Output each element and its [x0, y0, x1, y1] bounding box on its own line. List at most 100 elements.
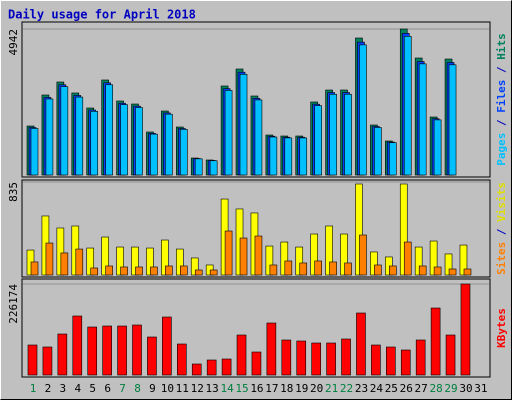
- bar: [433, 119, 442, 176]
- bar: [445, 334, 456, 376]
- legend-separator: /: [495, 222, 508, 242]
- bar: [105, 265, 113, 276]
- bar: [463, 268, 472, 276]
- bar: [150, 266, 158, 276]
- bar: [45, 98, 54, 176]
- x-tick-label: 25: [385, 382, 398, 395]
- bar: [280, 241, 289, 276]
- bar: [254, 99, 263, 176]
- bar: [344, 262, 352, 276]
- bar: [194, 158, 203, 176]
- bar: [281, 339, 292, 376]
- bar: [42, 346, 53, 376]
- bar: [161, 239, 169, 276]
- bar: [105, 84, 113, 176]
- x-tick-label: 18: [280, 382, 293, 395]
- bar: [131, 246, 139, 276]
- x-tick-label: 11: [176, 382, 189, 395]
- bar: [236, 334, 247, 376]
- bar: [433, 266, 442, 276]
- bar: [403, 241, 412, 276]
- legend-entry: KBytes: [495, 308, 508, 348]
- bar: [265, 245, 274, 276]
- bar: [296, 340, 307, 376]
- bar: [221, 358, 232, 376]
- x-tick-label: 15: [235, 382, 248, 395]
- bar: [269, 264, 278, 276]
- bar: [132, 324, 142, 376]
- bar: [341, 338, 351, 376]
- x-tick-label: 29: [444, 382, 457, 395]
- x-tick-label: 4: [74, 382, 81, 395]
- x-tick-label: 30: [459, 382, 472, 395]
- bar: [239, 73, 248, 176]
- bar: [299, 262, 308, 276]
- bar: [448, 64, 457, 176]
- bar: [75, 248, 84, 276]
- x-tick-label: 10: [161, 382, 174, 395]
- x-tick-label: 16: [250, 382, 263, 395]
- legend-entry: Sites: [495, 242, 508, 275]
- bar: [190, 257, 199, 276]
- bar: [209, 269, 218, 276]
- x-tick-label: 13: [206, 382, 219, 395]
- bar: [146, 247, 154, 276]
- legend: Sites / Visits: [495, 182, 508, 275]
- bar: [266, 322, 277, 376]
- bar: [359, 44, 367, 176]
- bar: [45, 242, 54, 276]
- bar: [135, 266, 143, 276]
- bar: [374, 127, 382, 176]
- bar: [311, 342, 321, 376]
- bar: [314, 260, 322, 276]
- bar: [57, 333, 68, 376]
- x-tick-label: 3: [60, 382, 67, 395]
- x-tick-label: 28: [429, 382, 442, 395]
- bar: [269, 136, 278, 176]
- bar: [356, 312, 366, 376]
- bar: [344, 93, 352, 176]
- bar: [444, 253, 453, 276]
- bar: [162, 316, 172, 376]
- chart-title: Daily usage for April 2018: [8, 8, 196, 22]
- bar: [180, 129, 188, 176]
- bar: [116, 246, 124, 276]
- legend: KBytes: [495, 308, 508, 348]
- bar: [251, 351, 262, 376]
- bar: [180, 265, 188, 276]
- bar: [177, 343, 187, 376]
- bar: [191, 363, 202, 376]
- x-tick-label: 9: [149, 382, 156, 395]
- y-tick-label: 4942: [7, 29, 20, 56]
- x-tick-label: 12: [191, 382, 204, 395]
- bar: [370, 251, 378, 276]
- bar: [30, 128, 39, 176]
- bar: [165, 113, 173, 176]
- bar: [386, 346, 396, 376]
- bar: [165, 265, 173, 276]
- y-tick-label: 835: [7, 182, 20, 202]
- bar: [329, 93, 337, 176]
- legend-separator: /: [495, 113, 508, 133]
- bar: [135, 107, 143, 176]
- legend: Pages / Files / Hits: [495, 33, 508, 166]
- bar: [415, 339, 426, 376]
- x-tick-label: 27: [415, 382, 428, 395]
- bar: [72, 315, 83, 376]
- x-tick-label: 8: [134, 382, 141, 395]
- bar: [448, 268, 457, 276]
- x-tick-label: 21: [325, 382, 338, 395]
- x-tick-label: 2: [45, 382, 52, 395]
- x-tick-label: 23: [355, 382, 368, 395]
- legend-separator: /: [495, 60, 508, 80]
- bar: [299, 137, 308, 176]
- bar: [284, 137, 293, 176]
- y-tick-label: 226174: [7, 284, 20, 324]
- bar: [359, 234, 367, 276]
- bar: [56, 227, 65, 276]
- bar: [150, 133, 158, 176]
- x-tick-label: 7: [119, 382, 126, 395]
- bar: [101, 236, 109, 276]
- bar: [209, 160, 218, 176]
